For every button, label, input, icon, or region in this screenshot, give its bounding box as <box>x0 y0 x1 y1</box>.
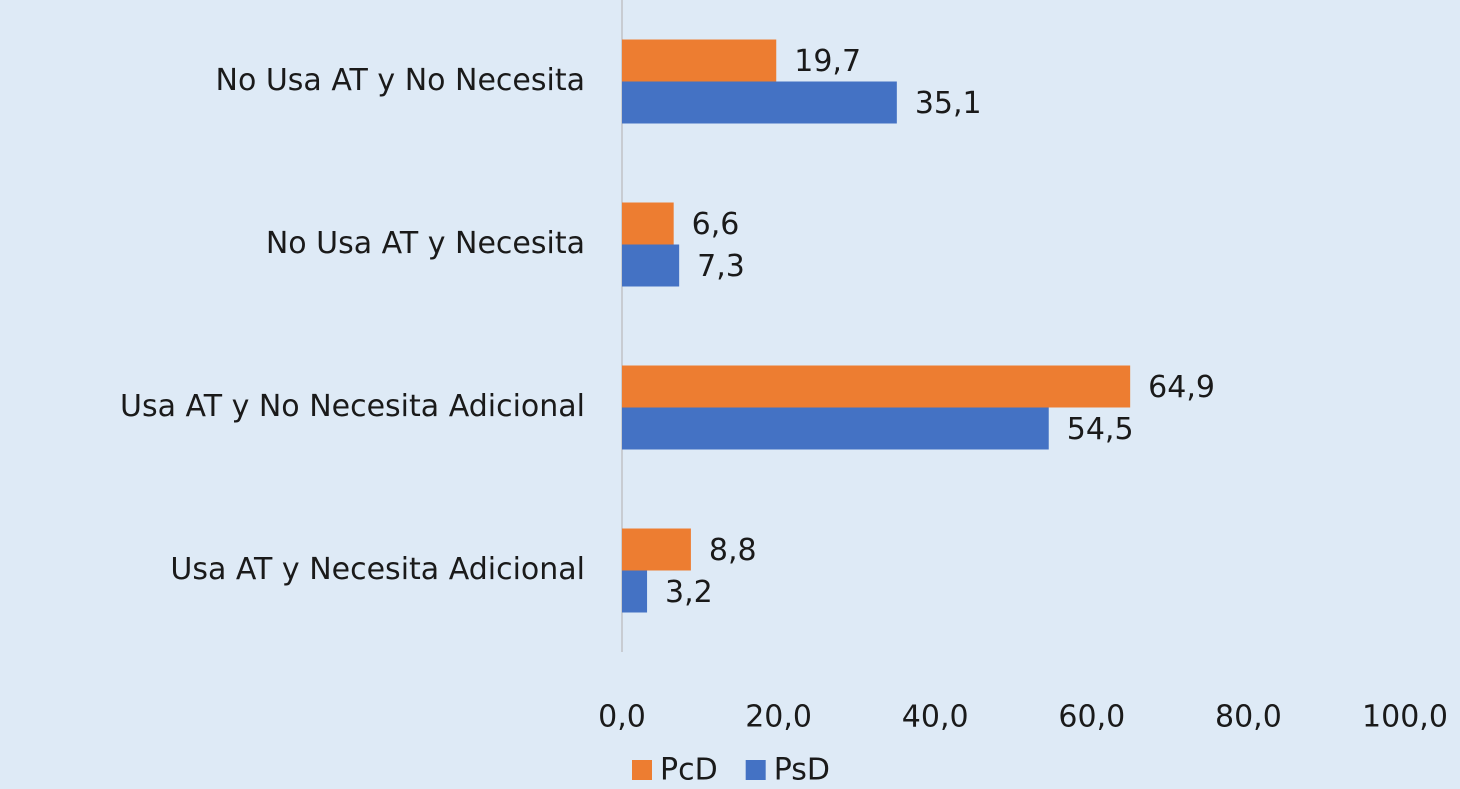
data-label: 54,5 <box>1067 412 1134 447</box>
y-tick-label: Usa AT y Necesita Adicional <box>170 552 585 587</box>
y-tick-label: No Usa AT y Necesita <box>266 226 585 261</box>
bar <box>622 365 1131 408</box>
x-tick-label: 100,0 <box>1362 700 1448 735</box>
legend-label: PsD <box>774 753 830 788</box>
legend-swatch <box>745 760 766 780</box>
bar <box>622 244 680 287</box>
data-label: 8,8 <box>709 533 757 568</box>
bar <box>622 39 777 82</box>
data-label: 7,3 <box>697 249 745 284</box>
x-tick-label: 20,0 <box>745 700 812 735</box>
legend-label: PcD <box>660 753 718 788</box>
legend-swatch <box>632 760 652 780</box>
x-tick-label: 80,0 <box>1215 700 1282 735</box>
data-label: 64,9 <box>1148 370 1215 405</box>
x-tick-label: 0,0 <box>598 700 646 735</box>
x-tick-label: 60,0 <box>1058 700 1125 735</box>
bar <box>622 202 674 245</box>
bar <box>622 570 648 613</box>
data-label: 35,1 <box>915 86 982 121</box>
data-label: 19,7 <box>794 44 861 79</box>
y-tick-label: Usa AT y No Necesita Adicional <box>120 389 585 424</box>
data-label: 6,6 <box>692 207 740 242</box>
bar <box>622 528 691 571</box>
data-label: 3,2 <box>665 575 713 610</box>
y-tick-label: No Usa AT y No Necesita <box>216 63 585 98</box>
x-tick-label: 40,0 <box>902 700 969 735</box>
bar <box>622 81 897 124</box>
bar <box>622 407 1049 450</box>
